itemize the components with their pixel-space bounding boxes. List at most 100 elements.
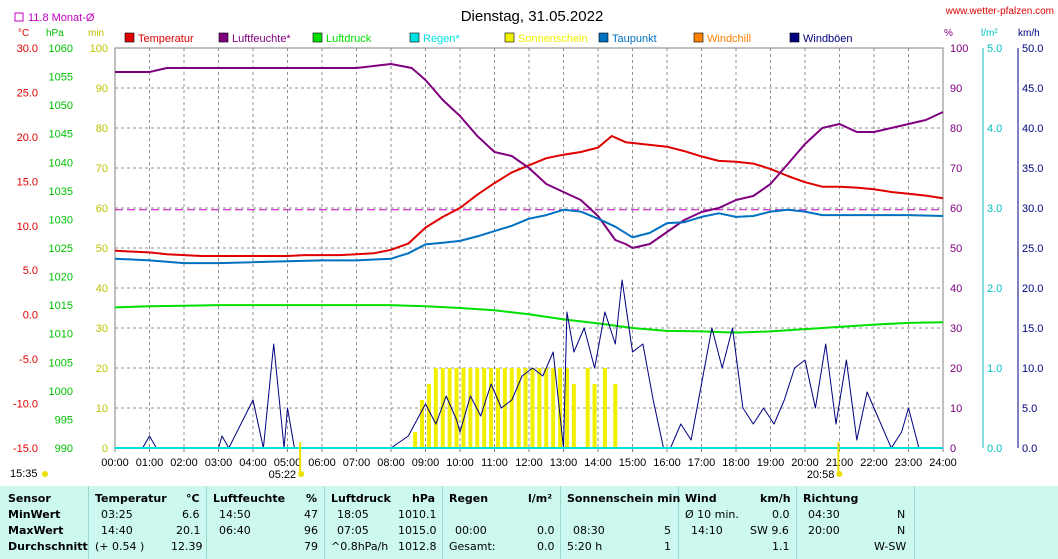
hdr-wind-unit: km/h xyxy=(760,492,791,505)
temp-tick: 5.0 xyxy=(23,265,38,277)
x-tick-label: 23:00 xyxy=(895,457,923,469)
x-tick-label: 22:00 xyxy=(860,457,888,469)
max-sun-time: 08:30 xyxy=(573,524,605,537)
wind-tick: 40.0 xyxy=(1022,123,1043,135)
sunrise-label: 05:22 xyxy=(269,469,297,481)
lines xyxy=(114,63,944,449)
legend-item: Windböen xyxy=(789,32,853,45)
unit-min: min xyxy=(88,28,104,39)
min-tick: 100 xyxy=(90,43,108,55)
hpa-tick: 990 xyxy=(55,443,73,455)
hdr-hum: Luftfeuchte xyxy=(213,492,286,505)
legend-item: Temperatur xyxy=(124,32,194,45)
min-temp-value: 6.6 xyxy=(182,508,200,521)
sunshine-bar xyxy=(468,368,473,448)
sunshine-bar xyxy=(413,432,418,448)
min-tick: 40 xyxy=(96,283,108,295)
hpa-tick: 1030 xyxy=(49,214,73,226)
legend-swatch xyxy=(504,32,515,43)
site-link[interactable]: www.wetter-pfalzen.com xyxy=(945,6,1054,17)
legend-label: Taupunkt xyxy=(612,33,657,45)
sunshine-bar xyxy=(489,368,494,448)
x-tick-label: 00:00 xyxy=(101,457,129,469)
legend-label: Temperatur xyxy=(138,33,194,45)
legend-label: Sonnenschein xyxy=(518,33,588,45)
series-line xyxy=(114,208,944,265)
wind-tick: 5.0 xyxy=(1022,403,1037,415)
hpa-tick: 1020 xyxy=(49,272,73,284)
max-temp-time: 14:40 xyxy=(101,524,133,537)
temp-tick: 25.0 xyxy=(17,87,38,99)
hdr-temp-unit: °C xyxy=(186,492,200,505)
unit-kmh: km/h xyxy=(1018,28,1040,39)
hdr-wind: Wind xyxy=(685,492,717,505)
max-sun-value: 5 xyxy=(664,524,671,537)
legend-item: Taupunkt xyxy=(598,32,657,45)
hpa-tick: 1010 xyxy=(49,329,73,341)
legend-label: Windböen xyxy=(803,33,853,45)
avg-pres-value: 1012.8 xyxy=(398,540,437,553)
min-tick: 60 xyxy=(96,203,108,215)
sunshine-bar xyxy=(433,368,438,448)
max-hum-value: 96 xyxy=(304,524,318,537)
legend-item: Sonnenschein xyxy=(504,32,588,45)
x-tick-label: 13:00 xyxy=(550,457,578,469)
bars xyxy=(413,368,618,448)
sunshine-bar xyxy=(516,368,521,448)
pct-tick: 70 xyxy=(950,163,962,175)
avg-dir-value: W-SW xyxy=(874,540,907,553)
sunshine-bar xyxy=(509,368,514,448)
row-max-label: MaxWert xyxy=(8,524,64,537)
legend-item: Windchill xyxy=(693,32,751,45)
legend-item: Luftfeuchte* xyxy=(218,32,291,45)
now-icon xyxy=(42,471,48,477)
x-tick-label: 12:00 xyxy=(515,457,543,469)
hpa-tick: 1040 xyxy=(49,157,73,169)
sunshine-bar xyxy=(564,368,569,448)
hpa-tick: 1045 xyxy=(49,129,73,141)
hdr-rain: Regen xyxy=(449,492,489,505)
max-wind-time: 14:10 xyxy=(691,524,723,537)
min-hum-time: 14:50 xyxy=(219,508,251,521)
legend-swatch xyxy=(124,32,135,43)
pct-tick: 10 xyxy=(950,403,962,415)
sunshine-bar xyxy=(523,368,528,448)
wind-tick: 0.0 xyxy=(1022,443,1037,455)
wind-tick: 25.0 xyxy=(1022,243,1043,255)
min-temp-time: 03:25 xyxy=(101,508,133,521)
hpa-tick: 1015 xyxy=(49,300,73,312)
wind-tick: 45.0 xyxy=(1022,83,1043,95)
rain-tick: 0.0 xyxy=(987,443,1002,455)
x-tick-label: 03:00 xyxy=(205,457,233,469)
temp-tick: 30.0 xyxy=(17,43,38,55)
min-dir-value: N xyxy=(897,508,906,521)
pct-tick: 20 xyxy=(950,363,962,375)
x-tick-label: 19:00 xyxy=(757,457,785,469)
sunshine-bar xyxy=(426,384,431,448)
temp-tick: 0.0 xyxy=(23,310,38,322)
hpa-tick: 1025 xyxy=(49,243,73,255)
sun-markers: 05:22 20:58 15:35 xyxy=(10,442,843,481)
unit-hpa: hPa xyxy=(46,28,64,39)
sunshine-bar xyxy=(461,368,466,448)
hdr-hum-unit: % xyxy=(306,492,318,505)
sunset-label: 20:58 xyxy=(807,469,835,481)
sunshine-bar xyxy=(530,368,535,448)
x-tick-label: 15:00 xyxy=(619,457,647,469)
avg-hum-value: 79 xyxy=(304,540,318,553)
x-tick-label: 11:00 xyxy=(481,457,508,469)
sunshine-bar xyxy=(495,368,500,448)
hpa-tick: 1000 xyxy=(49,386,73,398)
avg-wind-value: 1.1 xyxy=(772,540,790,553)
avg-pres-trend: ^0.8hPa/h xyxy=(331,540,389,553)
rain-tick: 4.0 xyxy=(987,123,1002,135)
sunshine-bar xyxy=(592,384,597,448)
pct-tick: 30 xyxy=(950,323,962,335)
x-tick-label: 21:00 xyxy=(826,457,854,469)
monthly-avg-label: 11.8 Monat-Ø xyxy=(28,12,95,24)
max-rain-time: 00:00 xyxy=(455,524,487,537)
legend-label: Windchill xyxy=(707,33,751,45)
avg-sun-value: 1 xyxy=(664,540,671,553)
min-tick: 80 xyxy=(96,123,108,135)
sunshine-bar xyxy=(602,368,607,448)
